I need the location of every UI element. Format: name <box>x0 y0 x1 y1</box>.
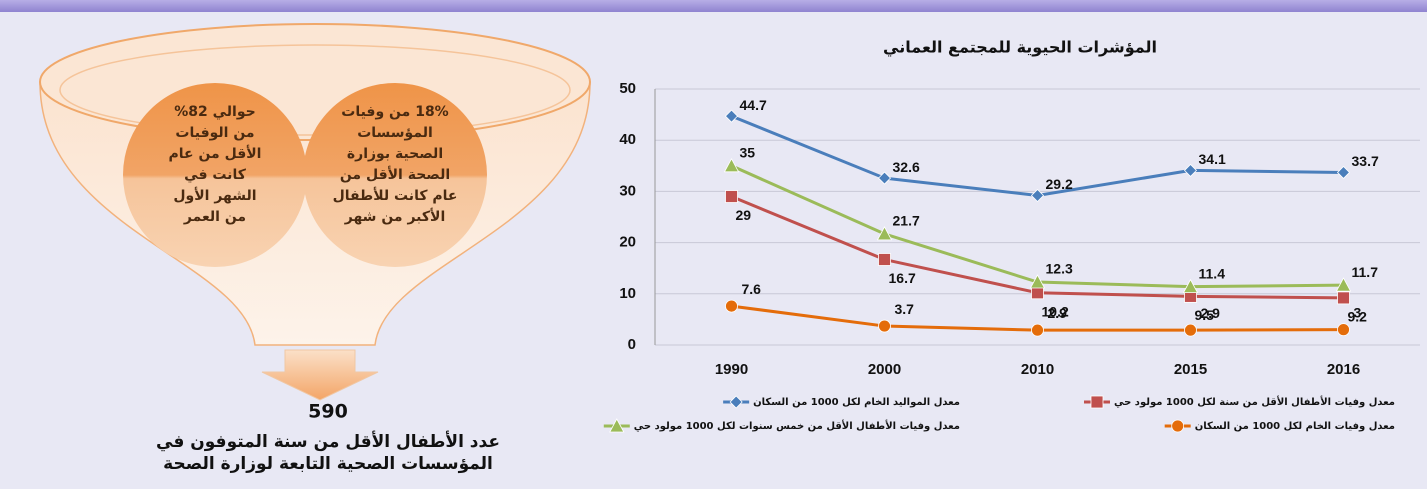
left-circle-text: حوالي 82% <box>174 104 255 120</box>
caption: عدد الأطفال الأقل من سنة المتوفون في <box>156 431 500 452</box>
top-bar <box>0 0 1427 12</box>
data-label: 29.2 <box>1046 176 1073 192</box>
x-tick-label: 2016 <box>1327 361 1360 378</box>
y-tick-label: 0 <box>628 336 636 353</box>
data-label: 2.9 <box>1048 305 1068 321</box>
data-point <box>878 227 892 240</box>
data-point <box>1338 292 1350 304</box>
right-circle-text: الأكبر من شهر <box>344 208 446 225</box>
data-point <box>1338 324 1350 336</box>
legend-marker <box>1172 420 1184 432</box>
left-circle-text: من العمر <box>183 209 246 225</box>
data-point <box>879 172 891 184</box>
data-point <box>726 300 738 312</box>
data-point <box>1032 324 1044 336</box>
legend-label: معدل المواليد الخام لكل 1000 من السكان <box>753 397 960 408</box>
data-point <box>1185 164 1197 176</box>
total: 590 <box>308 401 348 423</box>
data-point <box>1032 287 1044 299</box>
data-point <box>879 320 891 332</box>
data-label: 12.3 <box>1046 261 1073 277</box>
series-line <box>732 166 1344 287</box>
data-label: 33.7 <box>1352 153 1379 169</box>
data-point <box>726 191 738 203</box>
chart-title: المؤشرات الحيوية للمجتمع العماني <box>883 38 1157 58</box>
x-tick-label: 2015 <box>1174 361 1207 378</box>
data-point <box>725 159 739 172</box>
data-label: 11.7 <box>1352 264 1379 280</box>
data-label: 29 <box>736 207 752 223</box>
left-circle-text: الشهر الأول <box>173 187 256 204</box>
data-label: 35 <box>740 145 756 161</box>
data-point <box>879 253 891 265</box>
data-point <box>726 110 738 122</box>
left-circle-text: الأقل من عام <box>169 145 262 162</box>
x-tick-label: 2010 <box>1021 361 1054 378</box>
right-circle-text: الصحة الأقل من <box>340 166 450 183</box>
funnel-rim <box>40 24 590 140</box>
series-line <box>732 116 1344 195</box>
y-tick-label: 10 <box>619 285 636 302</box>
data-point <box>1338 166 1350 178</box>
legend-label: معدل وفيات الأطفال الأقل من سنة لكل 1000… <box>1114 395 1395 408</box>
funnel <box>40 24 590 400</box>
legend-marker <box>730 396 742 408</box>
x-tick-label: 2000 <box>868 361 901 378</box>
down-arrow <box>262 350 378 400</box>
data-label: 3 <box>1354 304 1362 320</box>
right-circle-text: المؤسسات <box>357 125 433 141</box>
y-tick-label: 50 <box>619 80 636 97</box>
right-circle-text: الصحية بوزارة <box>347 146 443 162</box>
infographic: حوالي 82% من الوفيات الأقل من عام كانت في ال… <box>0 0 1427 485</box>
right-circle-text: 18% من وفيات <box>341 104 448 120</box>
caption: المؤسسات الصحية التابعة لوزارة الصحة <box>163 454 493 474</box>
legend-marker <box>1091 396 1103 408</box>
data-label: 32.6 <box>893 159 920 175</box>
data-label: 16.7 <box>889 270 916 286</box>
y-tick-label: 40 <box>619 131 636 148</box>
left-circle-text: من الوفيات <box>175 125 254 141</box>
x-tick-label: 1990 <box>715 361 748 378</box>
right-circle-text: عام كانت للأطفال <box>333 187 458 204</box>
legend-label: معدل وفيات الخام لكل 1000 من السكان <box>1195 421 1395 432</box>
legend-label: معدل وفيات الأطفال الأقل من خمس سنوات لك… <box>634 419 960 432</box>
left-circle-text: كانت في <box>184 167 247 183</box>
data-label: 44.7 <box>740 97 767 113</box>
y-tick-label: 20 <box>619 234 636 251</box>
y-tick-label: 30 <box>619 182 636 199</box>
data-point <box>1185 324 1197 336</box>
data-label: 34.1 <box>1199 151 1226 167</box>
data-label: 21.7 <box>893 213 920 229</box>
data-label: 3.7 <box>895 301 915 317</box>
data-label: 7.6 <box>742 281 762 297</box>
data-label: 2.9 <box>1201 305 1221 321</box>
data-label: 11.4 <box>1199 265 1226 281</box>
